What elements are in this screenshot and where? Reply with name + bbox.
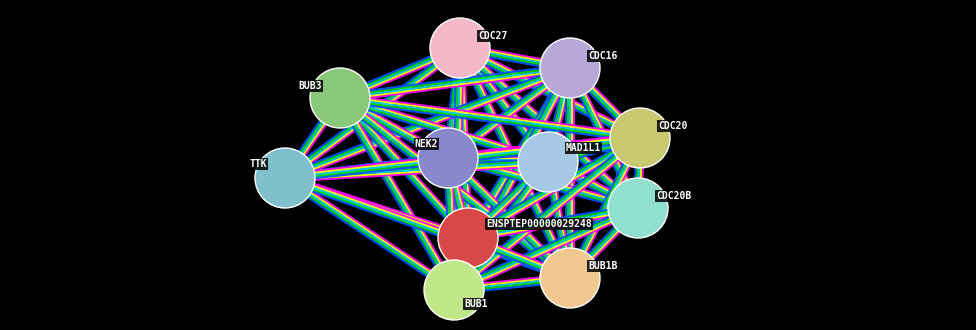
- Ellipse shape: [424, 260, 484, 320]
- Text: TTK: TTK: [250, 159, 267, 169]
- Ellipse shape: [540, 248, 600, 308]
- Text: NEK2: NEK2: [415, 139, 438, 149]
- Ellipse shape: [608, 178, 668, 238]
- Text: BUB3: BUB3: [299, 81, 322, 91]
- Ellipse shape: [418, 128, 478, 188]
- Text: BUB1B: BUB1B: [588, 261, 618, 271]
- Ellipse shape: [255, 148, 315, 208]
- Ellipse shape: [310, 68, 370, 128]
- Text: MAD1L1: MAD1L1: [566, 143, 601, 153]
- Text: CDC20B: CDC20B: [656, 191, 691, 201]
- Ellipse shape: [430, 18, 490, 78]
- Ellipse shape: [610, 108, 670, 168]
- Text: BUB1: BUB1: [464, 299, 487, 309]
- Ellipse shape: [438, 208, 498, 268]
- Ellipse shape: [518, 132, 578, 192]
- Text: CDC20: CDC20: [658, 121, 687, 131]
- Text: CDC16: CDC16: [588, 51, 618, 61]
- Text: CDC27: CDC27: [478, 31, 508, 41]
- Text: ENSPTEP00000029248: ENSPTEP00000029248: [486, 219, 591, 229]
- Ellipse shape: [540, 38, 600, 98]
